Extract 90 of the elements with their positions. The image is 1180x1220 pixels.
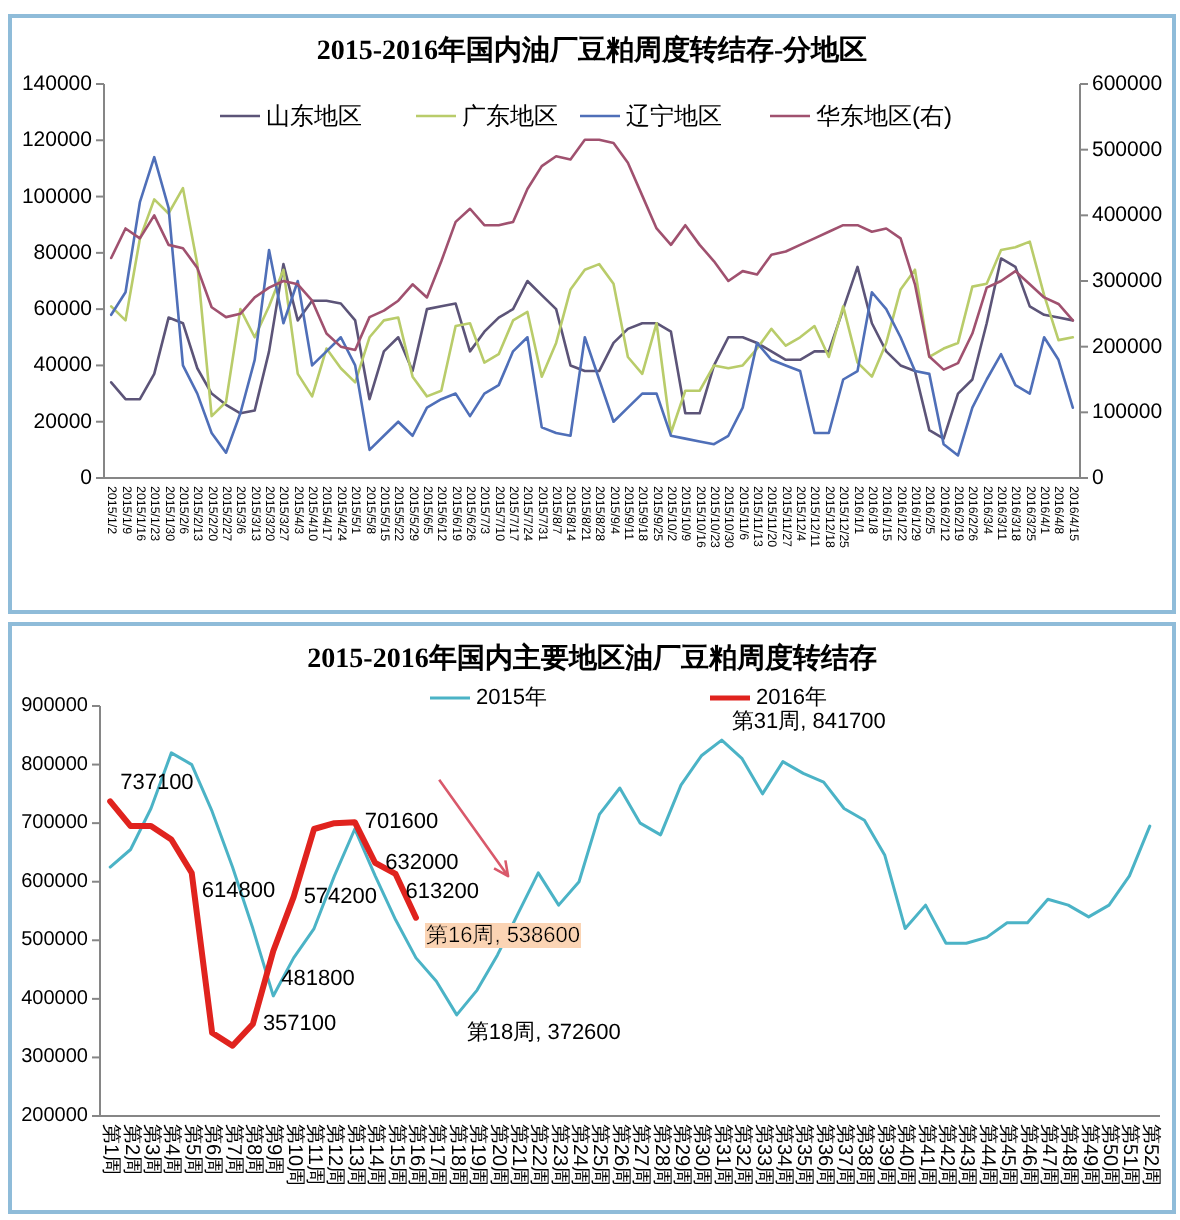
x-tick-label: 第31周 [710,1124,733,1187]
data-label: 第31周, 841700 [731,710,886,735]
x-tick-label: 第27周 [629,1124,652,1187]
y2-tick-label: 300000 [1092,269,1163,293]
x-tick-label: 第22周 [527,1124,550,1187]
y-tick-label: 20000 [33,409,92,434]
x-tick-label: 第26周 [608,1124,631,1187]
x-tick-label: 第23周 [547,1124,570,1187]
x-tick-label: 第32周 [731,1124,754,1187]
x-tick-label: 第47周 [1036,1124,1059,1187]
legend-label: 2015年 [476,686,547,710]
x-tick-label: 第28周 [649,1124,672,1187]
data-label: 701600 [364,810,439,835]
x-tick-label: 第2周 [119,1124,142,1176]
x-tick-label: 第39周 [873,1124,896,1187]
y-tick-label: 700000 [21,812,88,835]
y-tick-label: 500000 [21,929,88,952]
x-tick-label: 第38周 [853,1124,876,1187]
y-tick-label: 300000 [21,1046,88,1069]
y-tick-label: 400000 [21,987,88,1010]
x-tick-label: 第3周 [139,1124,162,1176]
legend-label: 辽宁地区 [626,102,722,130]
x-tick-label: 第52周 [1138,1124,1161,1187]
y-tick-label: 800000 [21,753,88,776]
y-tick-label: 0 [80,466,92,490]
x-tick-label: 第7周 [221,1124,244,1176]
data-label: 481800 [281,966,355,991]
x-tick-label: 第20周 [486,1124,509,1187]
title: 2015-2016年国内主要地区油厂豆粕周度转结存 [307,645,877,675]
x-tick-label: 第41周 [914,1124,937,1187]
x-tick-label: 第42周 [934,1124,957,1187]
y-tick-label: 80000 [33,240,92,265]
x-tick-label: 第4周 [160,1124,183,1176]
x-tick-label: 第10周 [282,1124,305,1187]
x-tick-label: 第18周 [445,1124,468,1187]
y2-tick-label: 400000 [1092,203,1163,228]
x-tick-label: 第24周 [568,1124,591,1187]
data-label: 632000 [385,850,459,875]
x-tick-label: 第40周 [894,1124,917,1187]
x-tick-label: 第49周 [1077,1124,1100,1187]
y-tick-label: 60000 [33,297,92,322]
x-tick-label: 第6周 [201,1124,224,1176]
data-label: 357100 [262,1012,337,1036]
x-tick-label: 第50周 [1098,1124,1121,1187]
y-tick-label: 40000 [33,353,92,378]
data-label: 613200 [405,880,479,904]
x-tick-label: 第16周 [404,1124,427,1187]
x-tick-label: 第5周 [180,1124,203,1176]
x-tick-label: 第34周 [771,1124,794,1187]
x-tick-label: 第8周 [241,1124,264,1176]
x-tick-label: 第15周 [384,1124,407,1187]
y2-tick-label: 100000 [1092,400,1163,425]
legend-label: 华东地区(右) [816,102,952,130]
x-tick-label: 第21周 [506,1124,529,1187]
x-tick-label: 第14周 [364,1124,387,1187]
x-tick-label: 第29周 [669,1124,692,1187]
x-tick-label: 第30周 [690,1124,713,1187]
data-label: 第18周, 372600 [466,1020,621,1045]
x-tick-label: 第35周 [792,1124,815,1187]
x-tick-label: 第25周 [588,1124,611,1187]
y2-tick-label: 500000 [1092,137,1163,162]
x-tick-label: 第33周 [751,1124,774,1187]
y-tick-label: 100000 [21,184,92,209]
y-tick-label: 900000 [21,695,88,717]
x-tick-label: 第37周 [833,1124,856,1187]
legend-label: 2016年 [756,686,827,710]
legend-label: 山东地区 [266,102,362,130]
y2-tick-label: 200000 [1092,334,1163,359]
x-tick-label: 第48周 [1057,1124,1080,1187]
y-tick-label: 140000 [21,72,92,96]
y2-tick-label: 600000 [1092,72,1163,96]
x-tick-label: 第13周 [343,1124,366,1187]
x-tick-label: 第19周 [466,1124,489,1187]
x-tick-label: 第36周 [812,1124,835,1187]
x-tick-label: 第44周 [975,1124,998,1187]
x-tick-label: 第46周 [1016,1124,1039,1187]
legend-label: 广东地区 [462,102,558,130]
title: 2015-2016年国内油厂豆粕周度转结存-分地区 [316,37,868,67]
x-tick-label: 第11周 [303,1124,326,1185]
y-tick-label: 600000 [21,870,88,893]
x-tick-label: 第17周 [425,1124,448,1187]
y-tick-label: 120000 [21,128,92,153]
x-tick-label: 第45周 [996,1124,1019,1187]
y2-tick-label: 0 [1092,466,1104,490]
x-tick-label: 第43周 [955,1124,978,1187]
x-tick-label: 第51周 [1118,1124,1141,1187]
x-tick-label: 第12周 [323,1124,346,1187]
y-tick-label: 200000 [21,1105,88,1127]
x-tick-label: 第1周 [99,1124,122,1176]
x-tick-label: 第9周 [262,1124,285,1176]
